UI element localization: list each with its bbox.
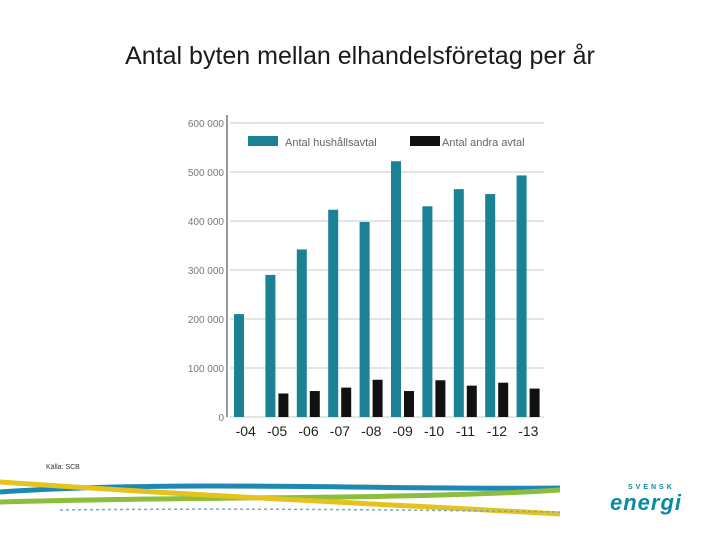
bar-hushallsavtal-06 xyxy=(296,249,307,417)
bar-andra-avtal-05 xyxy=(278,393,289,417)
y-tick-label: 300 000 xyxy=(188,266,225,277)
bar-hushallsavtal-10 xyxy=(422,206,433,417)
logo-top-text: SVENSK xyxy=(628,484,675,491)
legend-swatch xyxy=(248,136,278,146)
bar-andra-avtal-08 xyxy=(372,379,383,417)
bar-hushallsavtal-08 xyxy=(359,221,370,417)
x-tick-label: -06 xyxy=(298,423,318,439)
bar-andra-avtal-11 xyxy=(466,385,477,417)
x-tick-label: -10 xyxy=(424,423,444,439)
x-tick-label: -13 xyxy=(518,423,538,439)
bar-hushallsavtal-05 xyxy=(265,274,276,417)
bar-hushallsavtal-12 xyxy=(485,194,496,417)
y-tick-label: 100 000 xyxy=(188,364,225,375)
bar-andra-avtal-07 xyxy=(341,387,352,417)
bar-andra-avtal-09 xyxy=(404,391,414,417)
y-tick-label: 200 000 xyxy=(188,315,225,326)
bar-andra-avtal-12 xyxy=(498,382,509,417)
x-tick-label: -04 xyxy=(236,423,256,439)
x-tick-label: -09 xyxy=(393,423,413,439)
bar-hushallsavtal-04 xyxy=(234,314,244,417)
logo-main-text: energi xyxy=(610,490,683,515)
bar-hushallsavtal-07 xyxy=(328,209,339,417)
bar-hushallsavtal-13 xyxy=(516,175,527,417)
bar-andra-avtal-06 xyxy=(309,391,320,417)
legend-swatch xyxy=(410,136,440,146)
y-tick-label: 600 000 xyxy=(188,119,225,130)
swoosh-dashed-stripe xyxy=(59,508,561,513)
legend-label: Antal andra avtal xyxy=(442,137,525,149)
x-tick-label: -05 xyxy=(267,423,287,439)
bar-andra-avtal-13 xyxy=(529,388,540,417)
x-tick-label: -12 xyxy=(487,423,507,439)
swoosh-yellow-stripe xyxy=(0,479,561,517)
bar-andra-avtal-10 xyxy=(435,380,446,417)
svensk-energi-logo: SVENSK energi xyxy=(604,484,694,524)
y-tick-label: 500 000 xyxy=(188,168,225,179)
x-tick-label: -08 xyxy=(361,423,381,439)
y-tick-label: 400 000 xyxy=(188,217,225,228)
bar-hushallsavtal-09 xyxy=(391,161,401,417)
source-note: Källa: SCB xyxy=(46,464,80,471)
y-tick-label: 0 xyxy=(218,413,224,424)
x-tick-label: -07 xyxy=(330,423,350,439)
x-tick-label: -11 xyxy=(456,423,475,439)
bar-hushallsavtal-11 xyxy=(453,189,464,417)
legend-label: Antal hushållsavtal xyxy=(285,137,377,149)
decorative-swoosh xyxy=(0,479,561,517)
page-title: Antal byten mellan elhandelsföretag per … xyxy=(125,42,595,70)
